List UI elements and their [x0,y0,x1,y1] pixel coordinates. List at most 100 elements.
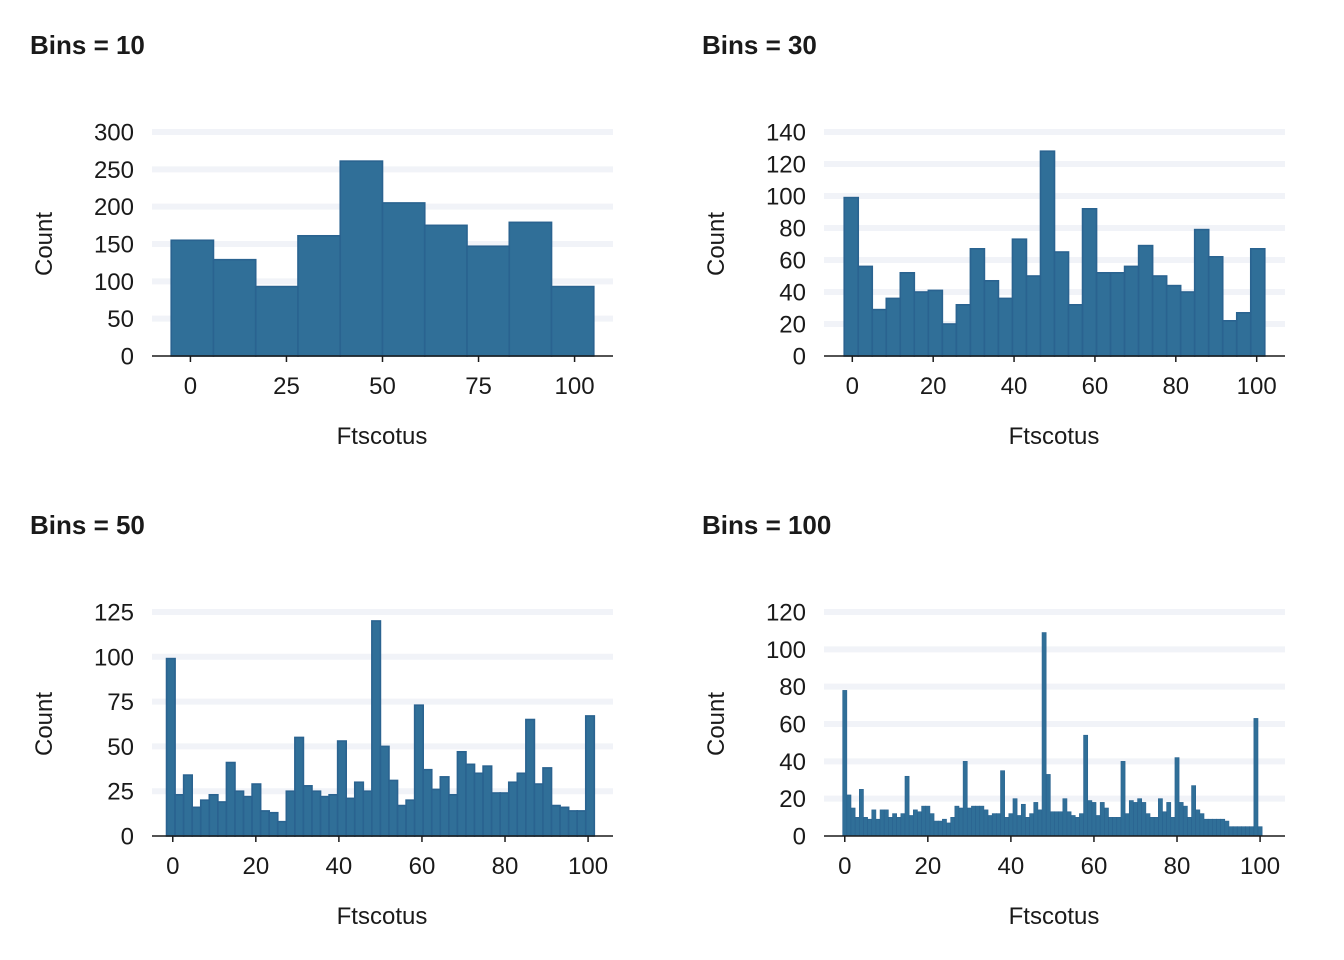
histogram-bar [979,805,985,837]
histogram-bar [962,761,968,837]
histogram-bar [1178,802,1184,837]
histogram-bar [319,795,330,837]
plot-area: 0 20 40 60 80 100 0 20 40 60 80 100 120 140 [766,120,1285,400]
plot-area: 0 20 40 60 80 100 0 25 50 75 100 125 [94,600,613,880]
x-tick-label: 40 [326,853,353,880]
histogram-bar [191,806,202,837]
histogram-bar [971,805,976,837]
histogram-bar [242,795,253,837]
histogram-bar [1203,818,1209,837]
histogram-bar [1212,818,1217,837]
histogram-bar [381,202,426,357]
y-tick-label: 50 [107,734,134,761]
histogram-bar [259,810,271,837]
y-tick-label: 0 [793,824,806,851]
histogram-bar [1033,802,1039,837]
histogram-bar [345,797,356,837]
histogram-bar [405,799,416,837]
histogram-bar [339,160,384,357]
x-tick-label: 50 [369,373,396,400]
histogram-bar [983,809,989,837]
x-tick-label: 40 [1001,373,1028,400]
y-tick-label: 25 [107,779,134,806]
histogram-bar [1133,802,1138,837]
histogram-bar [1011,238,1028,357]
histogram-bar [908,815,914,837]
x-axis-title: Ftscotus [337,423,428,450]
panel-title: Bins = 30 [702,30,817,60]
histogram-bar [1124,813,1130,837]
x-tick-label: 80 [1164,853,1191,880]
histogram-bar [251,783,262,837]
histogram-bar [1257,826,1263,837]
histogram-bar [567,810,578,837]
histogram-bar [1170,817,1176,837]
histogram-bar [516,772,527,837]
histogram-bar [559,806,570,837]
histogram-bar [328,793,339,837]
y-tick-label: 125 [94,600,134,627]
histogram-bar [550,804,561,837]
histogram-bar [1112,817,1118,837]
histogram-bar [1020,803,1026,837]
y-tick-label: 120 [766,152,806,179]
histogram-bar [1153,817,1159,837]
histogram-bar [448,793,459,837]
histogram-bar [473,772,484,837]
histogram-bar [1095,271,1112,357]
x-tick-label: 25 [273,373,300,400]
histogram-bar [542,767,553,837]
histogram-bar [904,775,910,837]
x-tick-label: 60 [409,853,436,880]
plot-area: 0 20 40 60 80 100 0 20 40 60 80 100 120 [766,600,1285,880]
y-tick-label: 20 [779,786,806,813]
histogram-bar [996,813,1001,837]
histogram-bar [1083,734,1089,837]
histogram-bar [336,740,348,837]
histogram-bar [353,781,365,837]
histogram-bar [1179,291,1196,357]
histogram-bar [1029,813,1035,837]
histogram-bar [1116,817,1122,837]
histogram-bar [199,799,211,837]
histogram-bar [1221,319,1238,357]
histogram-bar [294,736,305,837]
x-tick-label: 100 [1237,373,1277,400]
panel-bins-30: Bins = 30 Count Ftscotus 0 20 40 60 80 100 0 20… [702,30,1285,450]
histogram-bar [946,822,951,837]
y-axis-title: Count [31,692,58,756]
histogram-bar [182,774,194,837]
histogram-bar [925,805,931,837]
y-tick-label: 80 [779,674,806,701]
histogram-bar [892,813,897,837]
histogram-bar [912,809,918,837]
y-tick-label: 250 [94,157,134,184]
histogram-bar [1081,208,1098,357]
x-axis-title: Ftscotus [1009,903,1100,930]
x-tick-label: 0 [838,853,851,880]
y-tick-label: 20 [779,312,806,339]
histogram-bar [1249,248,1266,357]
histogram-bar [174,793,185,837]
histogram-bar [867,818,873,837]
y-tick-label: 100 [94,644,134,671]
x-tick-label: 20 [914,853,941,880]
histogram-bar [955,303,972,357]
x-tick-label: 0 [846,373,859,400]
histogram-bar [1193,228,1210,357]
histogram-bar [1053,251,1070,357]
histogram-bar [499,792,510,837]
histogram-bar [1245,826,1250,837]
histogram-bar [362,790,373,837]
y-axis-title: Count [31,212,58,276]
histogram-bar [276,820,288,837]
y-tick-label: 50 [107,306,134,333]
plot-area: 0 25 50 75 100 0 50 100 150 200 250 300 [94,120,613,400]
y-tick-label: 140 [766,120,806,147]
histogram-bar [268,811,279,837]
histogram-bar [854,817,860,837]
histogram-bar [208,793,219,837]
histogram-bar [1045,774,1051,837]
histogram-bar [975,805,981,837]
